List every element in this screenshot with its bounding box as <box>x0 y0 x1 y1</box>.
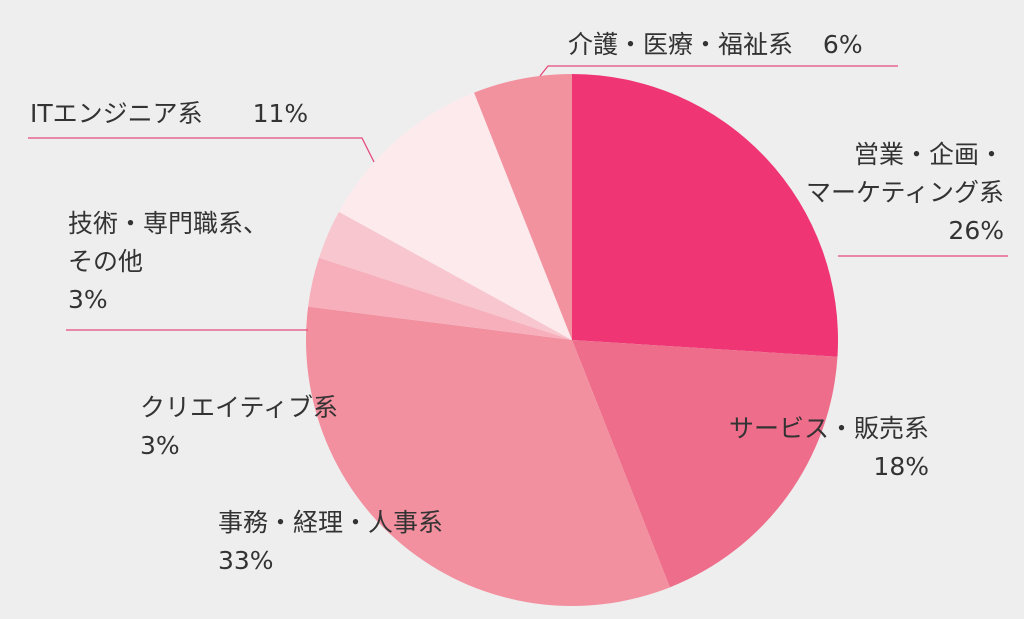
pie-slice-2 <box>572 340 838 588</box>
label-sales-line1: 営業・企画・ <box>853 140 1004 169</box>
label-it-name: ITエンジニア系 <box>30 99 203 128</box>
label-tech-line2: その他 <box>68 247 144 276</box>
label-it-pct: 11% <box>252 99 309 128</box>
label-creative: クリエイティブ系 3% <box>140 389 338 465</box>
label-office: 事務・経理・人事系 33% <box>218 504 443 580</box>
label-office-pct: 33% <box>218 546 274 575</box>
label-service-name: サービス・販売系 <box>728 414 929 443</box>
label-tech: 技術・専門職系、 その他 3% <box>68 205 268 319</box>
label-tech-line1: 技術・専門職系、 <box>68 209 269 238</box>
label-service-pct: 18% <box>873 452 929 481</box>
pie-slices <box>306 73 839 606</box>
leader-line-3 <box>28 137 375 163</box>
label-creative-name: クリエイティブ系 <box>140 393 339 422</box>
leader-line-2 <box>539 65 898 77</box>
label-care-pct: 6% <box>822 30 863 59</box>
label-office-name: 事務・経理・人事系 <box>218 508 444 537</box>
pie-slice-3 <box>306 306 670 606</box>
label-sales: 営業・企画・ マーケティング系 26% <box>806 136 1004 250</box>
label-care-name: 介護・医療・福祉系 <box>568 30 794 59</box>
label-sales-line2: マーケティング系 <box>805 178 1004 207</box>
label-tech-pct: 3% <box>68 285 108 314</box>
label-care: 介護・医療・福祉系 6% <box>568 26 863 64</box>
label-it: ITエンジニア系 11% <box>30 95 308 133</box>
label-creative-pct: 3% <box>140 431 180 460</box>
pie-slice-1 <box>572 73 839 357</box>
pie-slice-7 <box>474 74 572 340</box>
leader-lines <box>28 65 1008 331</box>
pie-slice-5 <box>319 211 572 340</box>
pie-slice-6 <box>338 92 572 341</box>
pie-slice-4 <box>308 257 572 340</box>
label-service: サービス・販売系 18% <box>729 410 929 486</box>
label-sales-pct: 26% <box>948 216 1004 245</box>
